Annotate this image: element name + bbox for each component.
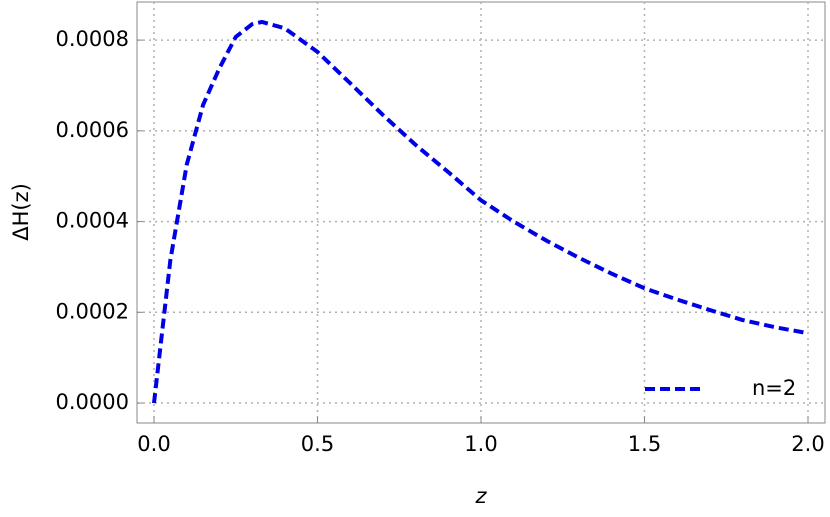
x-axis-label: z	[474, 484, 487, 508]
x-tick-label: 1.5	[628, 432, 661, 456]
data-line	[152, 19, 809, 404]
y-tick-label: 0.0006	[56, 118, 129, 142]
legend-label: n=2	[752, 376, 796, 400]
y-tick-label: 0.0002	[56, 299, 129, 323]
x-tick-label: 0.5	[301, 432, 334, 456]
y-tick-label: 0.0008	[56, 27, 129, 51]
x-tick-label: 1.0	[464, 432, 497, 456]
y-axis-label: ΔH(z)	[9, 183, 33, 241]
y-tick-label: 0.0004	[56, 209, 129, 233]
x-tick-label: 2.0	[791, 432, 824, 456]
y-tick-label: 0.0000	[56, 390, 129, 414]
x-tick-label: 0.0	[137, 432, 170, 456]
